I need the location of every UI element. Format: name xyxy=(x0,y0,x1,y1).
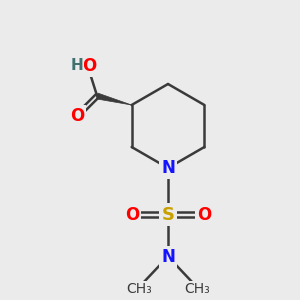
Text: N: N xyxy=(161,248,175,266)
Polygon shape xyxy=(96,93,132,105)
Text: O: O xyxy=(82,57,97,75)
Text: CH₃: CH₃ xyxy=(184,282,210,296)
Text: CH₃: CH₃ xyxy=(126,282,152,296)
Text: S: S xyxy=(161,206,175,224)
Text: O: O xyxy=(197,206,211,224)
Text: O: O xyxy=(125,206,139,224)
Text: O: O xyxy=(70,106,85,124)
Text: N: N xyxy=(161,159,175,177)
Text: H: H xyxy=(70,58,83,73)
